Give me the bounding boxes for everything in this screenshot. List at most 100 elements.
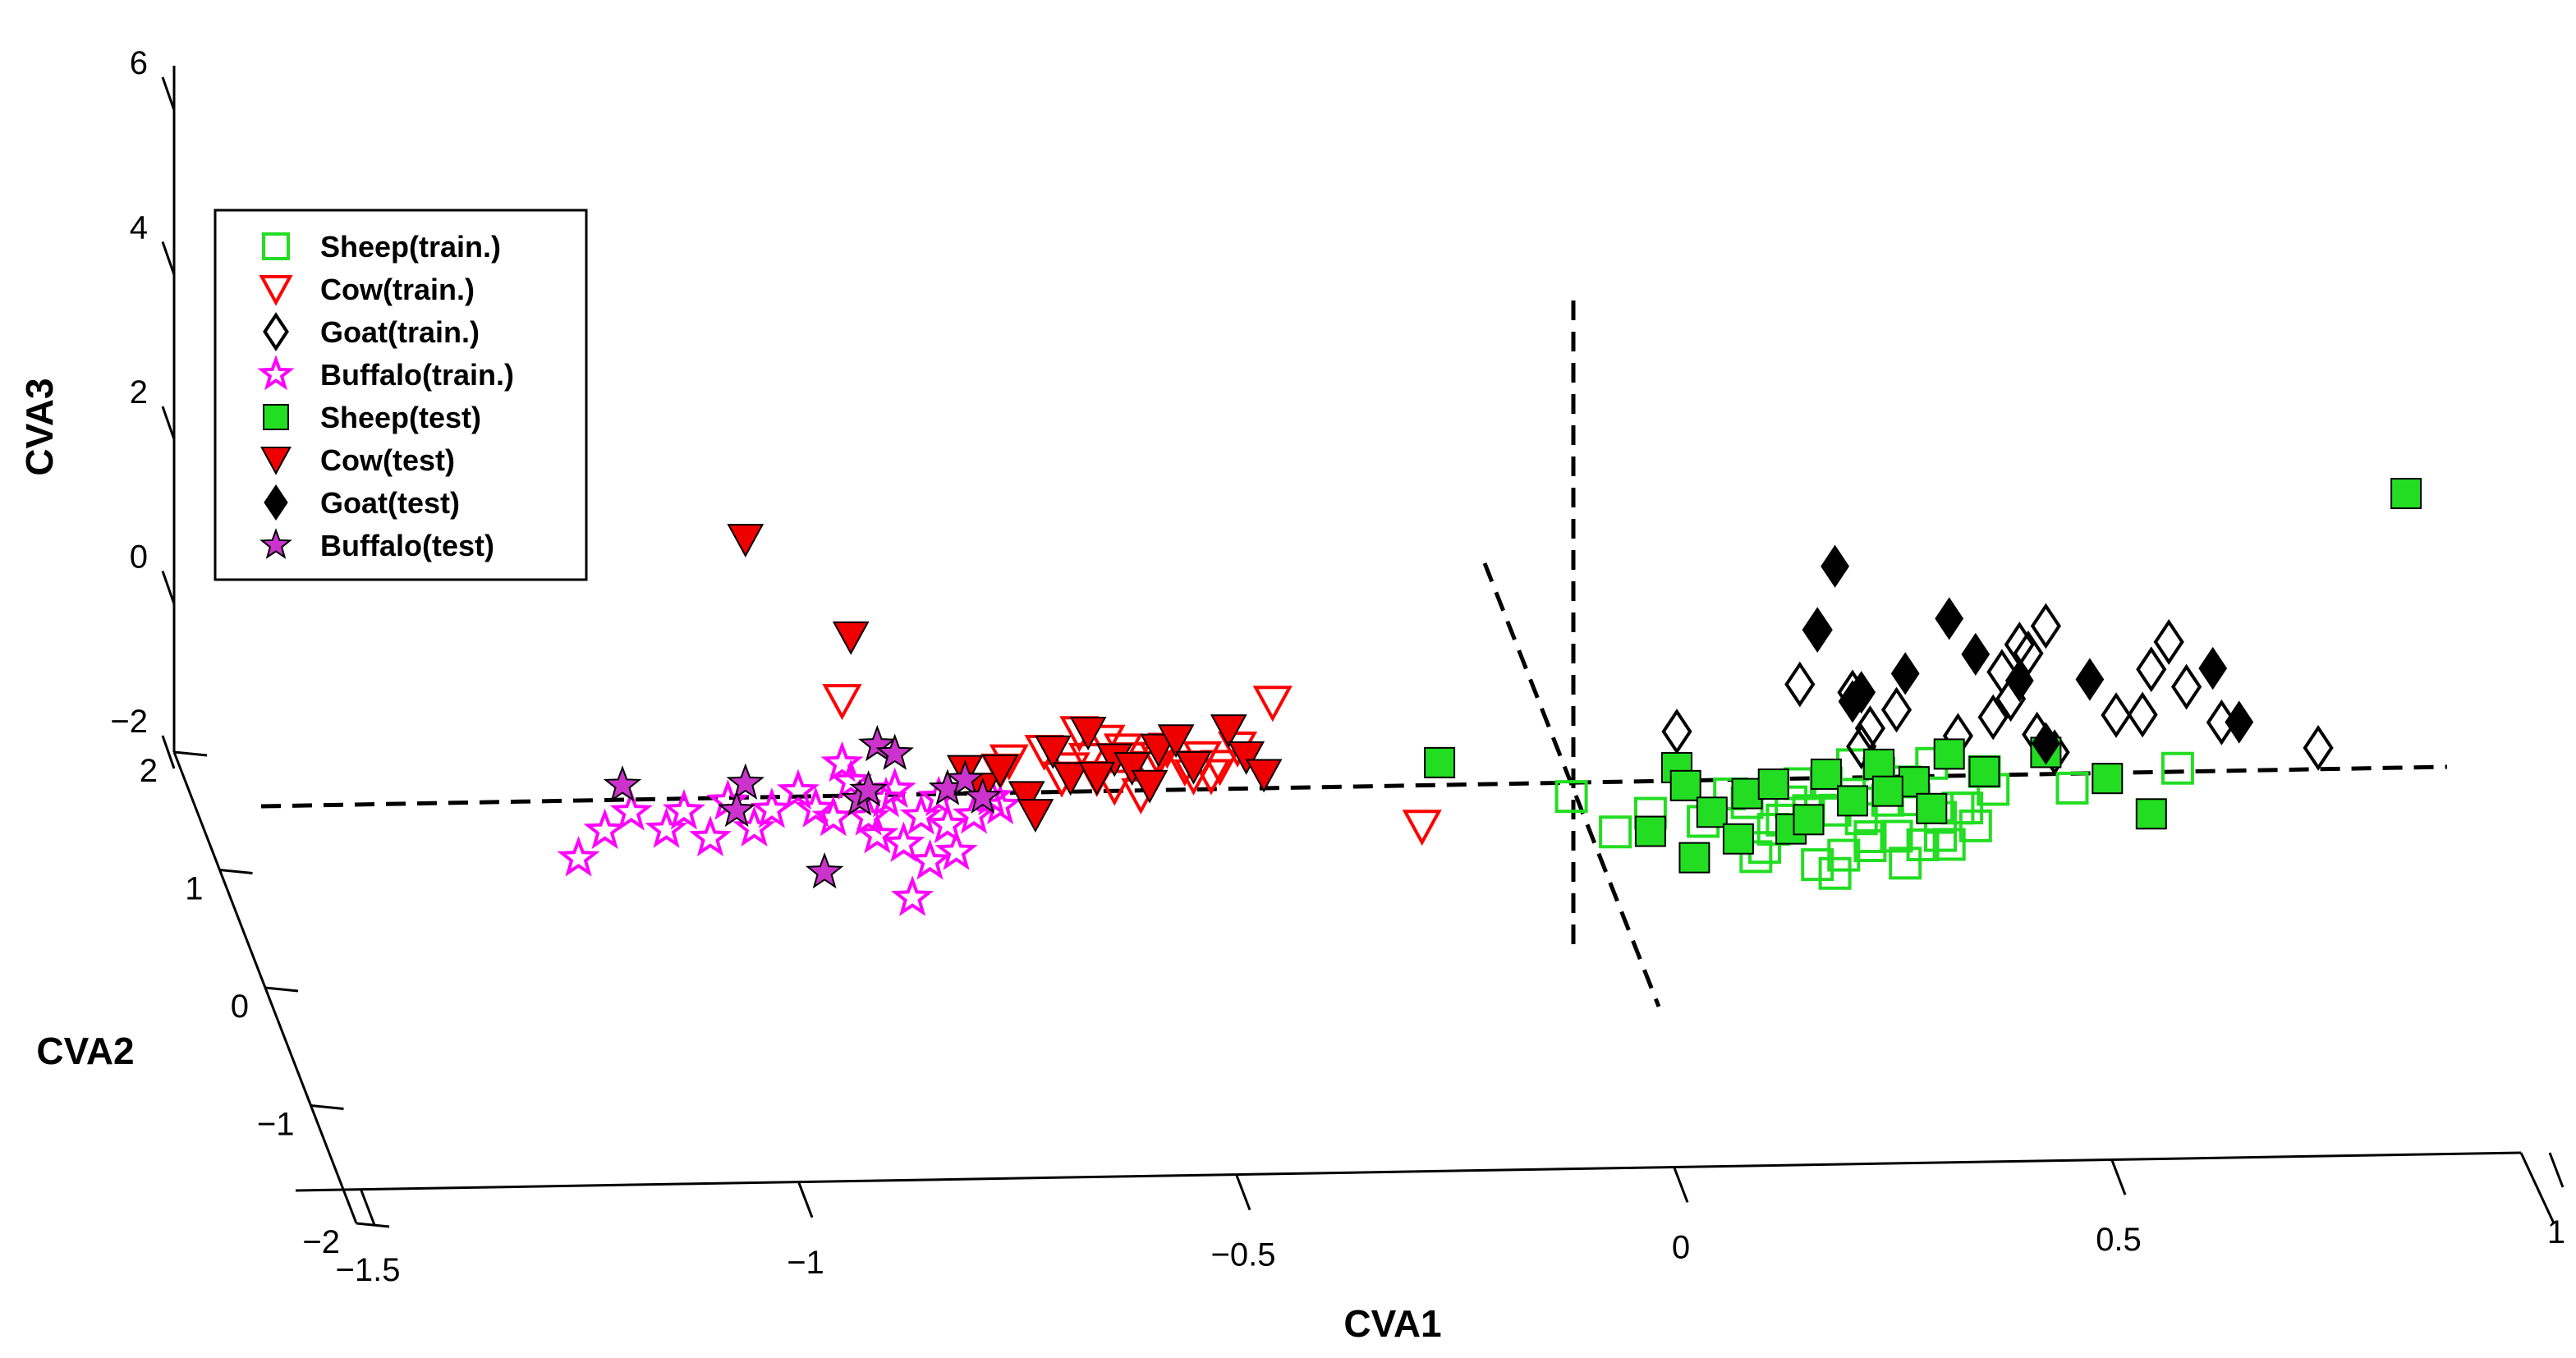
z-tick-label: 6 <box>130 45 148 81</box>
point-buffalo-train <box>829 759 873 801</box>
point-sheep-train <box>2160 751 2194 785</box>
y-tick-mark <box>219 869 253 874</box>
point-cow-test <box>981 754 1019 788</box>
point-goat-test <box>2031 722 2060 765</box>
legend-label: Sheep(train.) <box>320 230 501 264</box>
point-goat-train <box>2153 619 2184 665</box>
point-cow-test <box>1228 741 1265 775</box>
point-cow-train <box>1200 750 1240 787</box>
point-buffalo-test <box>805 851 844 889</box>
y-tick-label: 2 <box>140 753 158 789</box>
point-sheep-test <box>1678 842 1710 874</box>
legend: Sheep(train.) Cow(train.) Goat(train.) Buff… <box>214 209 588 581</box>
point-buffalo-train <box>811 795 855 837</box>
point-buffalo-test <box>946 759 985 796</box>
point-goat-train <box>1880 686 1912 733</box>
point-buffalo-train <box>688 815 732 856</box>
point-sheep-test <box>1968 755 2000 787</box>
point-cow-test <box>1069 717 1107 750</box>
point-sheep-train <box>1906 828 1940 861</box>
series-goat-test <box>1802 544 2254 765</box>
legend-label: Buffalo(test) <box>320 529 494 562</box>
point-buffalo-train <box>934 829 978 870</box>
point-goat-train <box>1977 694 2009 741</box>
point-sheep-test <box>1933 738 1965 770</box>
point-goat-test <box>2198 646 2228 690</box>
point-sheep-train <box>1880 819 1913 853</box>
point-buffalo-train <box>856 813 899 854</box>
legend-entry-sheep-train: Sheep(train.) <box>262 230 501 264</box>
data-markers <box>557 478 2422 916</box>
y-tick-label: −1 <box>257 1107 295 1143</box>
point-buffalo-test <box>858 724 897 762</box>
point-sheep-train <box>1889 846 1922 880</box>
point-goat-train <box>1784 661 1816 708</box>
legend-marker-goat-train <box>263 312 289 351</box>
point-buffalo-train <box>899 794 943 835</box>
x-axis-line <box>295 1151 2522 1192</box>
point-cow-test <box>1034 735 1072 769</box>
point-buffalo-train <box>557 836 600 877</box>
point-buffalo-train <box>794 787 838 828</box>
x-tick-label: −1 <box>787 1245 824 1281</box>
legend-entry-cow-test: Cow(test) <box>260 443 455 477</box>
z-tick-label: 0 <box>130 539 148 576</box>
point-goat-test <box>1890 652 1920 695</box>
y-tick-label: 0 <box>231 989 249 1025</box>
point-goat-train <box>2127 691 2158 738</box>
point-sheep-test <box>1722 823 1754 855</box>
point-sheep-test <box>2092 763 2124 795</box>
point-sheep-train <box>1748 831 1781 865</box>
legend-label: Goat(train.) <box>320 315 480 349</box>
legend-entry-buffalo-test: Buffalo(test) <box>259 528 494 562</box>
point-cow-test <box>1175 750 1212 785</box>
legend-entry-buffalo-train: Buffalo(train.) <box>257 355 514 392</box>
point-buffalo-test <box>875 733 914 770</box>
point-buffalo-test <box>603 765 642 802</box>
point-cow-test <box>1131 769 1169 804</box>
point-sheep-test <box>1696 796 1728 828</box>
point-sheep-test <box>1424 746 1456 778</box>
point-goat-train <box>2170 663 2202 710</box>
point-buffalo-test <box>849 770 888 807</box>
point-buffalo-train <box>847 795 890 836</box>
point-sheep-test <box>2390 478 2422 510</box>
point-buffalo-train <box>776 768 820 810</box>
point-sheep-test <box>1837 785 1868 817</box>
point-goat-train <box>1846 723 1877 770</box>
point-cow-test <box>1245 759 1283 793</box>
point-cow-test <box>1052 762 1090 796</box>
point-sheep-test <box>1863 748 1895 780</box>
point-sheep-train <box>1924 819 1957 852</box>
y-tick-mark <box>173 750 208 757</box>
point-cow-test <box>832 621 870 655</box>
point-buffalo-train <box>732 805 776 847</box>
point-buffalo-train <box>820 741 864 782</box>
legend-entry-cow-train: Cow(train.) <box>259 273 475 306</box>
legend-entry-sheep-test: Sheep(test) <box>263 401 481 434</box>
point-buffalo-train <box>750 787 793 828</box>
point-goat-test <box>1802 608 1832 652</box>
back-x-axis-line <box>2519 1152 2555 1224</box>
point-buffalo-train <box>609 790 653 831</box>
point-sheep-train <box>1818 856 1852 890</box>
legend-label: Goat(test) <box>320 486 460 520</box>
x-tick-label: −0.5 <box>1211 1237 1276 1273</box>
x-tick-label: 0 <box>1672 1229 1690 1265</box>
z-tick-label: 4 <box>130 210 148 246</box>
z-tick-mark <box>161 406 176 440</box>
point-sheep-test <box>1916 792 1948 824</box>
series-buffalo-test <box>603 724 1002 889</box>
point-sheep-train <box>1801 848 1834 882</box>
legend-marker-goat-test <box>264 484 288 521</box>
legend-label: Buffalo(train.) <box>320 358 514 392</box>
x-tick-mark <box>1235 1175 1251 1211</box>
point-goat-train <box>2303 724 2334 771</box>
point-sheep-test <box>2135 798 2167 830</box>
x-tick-label: 0.5 <box>2096 1222 2142 1258</box>
legend-box <box>214 209 588 581</box>
point-cow-test <box>727 524 765 557</box>
point-buffalo-train <box>645 807 688 848</box>
legend-marker-cow-test <box>260 447 292 475</box>
